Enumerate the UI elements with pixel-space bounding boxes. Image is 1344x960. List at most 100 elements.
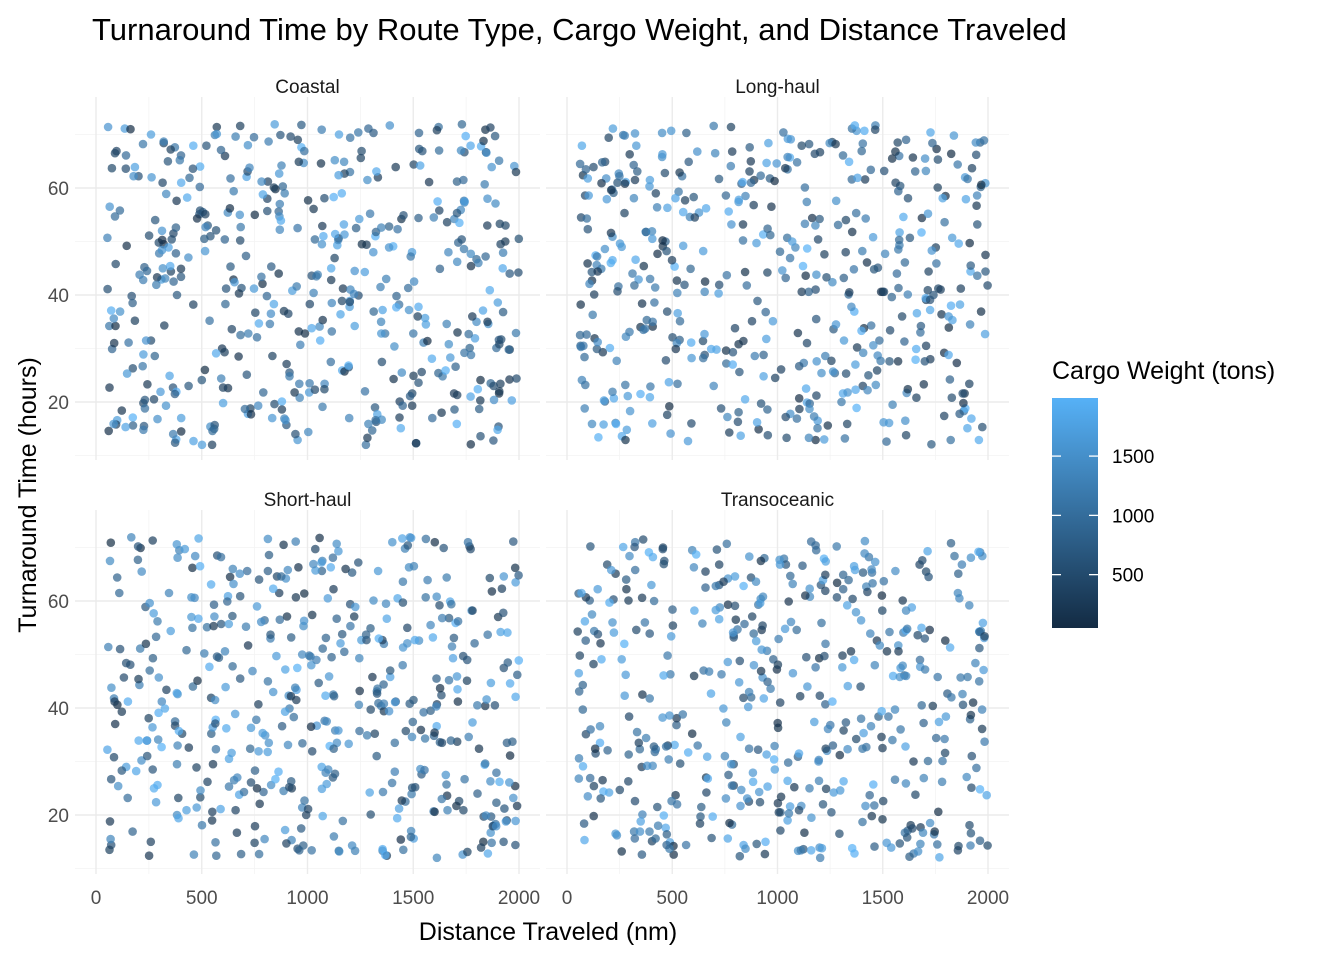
data-point xyxy=(919,718,928,728)
data-point xyxy=(891,147,900,156)
data-point xyxy=(720,751,730,761)
data-point xyxy=(637,850,647,859)
data-point xyxy=(356,153,366,163)
data-point xyxy=(761,837,770,847)
data-point xyxy=(283,565,293,575)
data-point xyxy=(161,401,171,411)
data-point xyxy=(910,167,920,176)
data-point xyxy=(269,299,279,309)
data-point xyxy=(726,122,736,132)
data-point xyxy=(182,645,191,655)
data-point xyxy=(940,748,950,758)
data-point xyxy=(141,336,151,345)
data-point xyxy=(760,849,770,859)
data-point xyxy=(428,633,438,642)
data-point xyxy=(821,351,830,361)
data-point xyxy=(269,183,279,192)
data-point xyxy=(945,643,955,652)
data-point xyxy=(672,276,682,285)
data-point xyxy=(620,639,629,649)
data-point xyxy=(276,130,285,140)
data-point xyxy=(924,267,933,276)
data-point xyxy=(668,605,677,614)
data-point xyxy=(107,683,116,692)
data-point xyxy=(228,564,238,574)
data-point xyxy=(759,372,768,381)
data-point xyxy=(921,341,931,351)
data-point xyxy=(442,319,452,329)
data-point xyxy=(334,130,344,139)
data-point xyxy=(804,287,813,297)
data-point xyxy=(900,258,910,267)
data-point xyxy=(661,742,671,751)
data-point xyxy=(128,413,138,422)
data-point xyxy=(931,733,941,743)
data-point xyxy=(291,429,300,439)
data-point xyxy=(202,622,212,632)
data-point xyxy=(843,681,853,691)
data-point xyxy=(649,596,659,606)
data-point xyxy=(749,200,758,210)
data-point xyxy=(802,652,811,662)
data-point xyxy=(409,160,419,169)
data-point xyxy=(203,777,212,787)
data-point xyxy=(575,330,585,340)
data-point xyxy=(673,308,682,318)
data-point xyxy=(776,365,786,374)
data-point xyxy=(823,421,833,430)
data-point xyxy=(593,267,602,276)
data-point xyxy=(661,823,670,833)
data-point xyxy=(918,828,928,837)
data-point xyxy=(937,777,947,787)
data-point xyxy=(687,353,696,363)
data-point xyxy=(310,235,320,244)
data-point xyxy=(369,307,379,316)
data-point xyxy=(286,132,295,141)
data-point xyxy=(407,401,417,411)
data-point xyxy=(603,746,612,755)
data-point xyxy=(863,587,872,597)
data-point xyxy=(671,193,680,203)
data-point xyxy=(366,705,376,714)
data-point xyxy=(851,734,861,744)
data-point xyxy=(344,413,354,423)
data-point xyxy=(387,778,397,788)
data-point xyxy=(109,338,119,348)
data-point xyxy=(263,206,272,216)
data-point xyxy=(184,253,193,262)
data-point xyxy=(896,725,905,734)
data-point xyxy=(592,344,602,354)
data-point xyxy=(878,796,888,806)
data-point xyxy=(320,193,329,203)
data-point xyxy=(821,744,830,753)
data-point xyxy=(866,321,876,330)
data-point xyxy=(875,641,885,650)
data-point xyxy=(743,702,753,712)
data-point xyxy=(437,613,447,623)
data-point xyxy=(188,623,197,633)
data-point xyxy=(763,268,772,277)
facet-points xyxy=(103,533,524,863)
data-point xyxy=(866,165,876,175)
data-point xyxy=(200,246,210,256)
data-point xyxy=(608,124,618,133)
data-point xyxy=(848,594,857,604)
data-point xyxy=(946,149,956,159)
data-point xyxy=(758,592,768,601)
data-point xyxy=(361,440,371,450)
data-point xyxy=(432,674,441,683)
data-point xyxy=(611,419,621,429)
data-point xyxy=(620,691,629,700)
data-point xyxy=(236,849,246,859)
data-point xyxy=(305,379,314,388)
data-point xyxy=(282,839,291,848)
data-point xyxy=(230,277,239,287)
data-point xyxy=(457,235,467,244)
chart-title: Turnaround Time by Route Type, Cargo Wei… xyxy=(92,12,1067,47)
data-point xyxy=(334,847,344,856)
data-point xyxy=(927,440,936,449)
data-point xyxy=(221,284,231,293)
data-point xyxy=(205,662,214,672)
